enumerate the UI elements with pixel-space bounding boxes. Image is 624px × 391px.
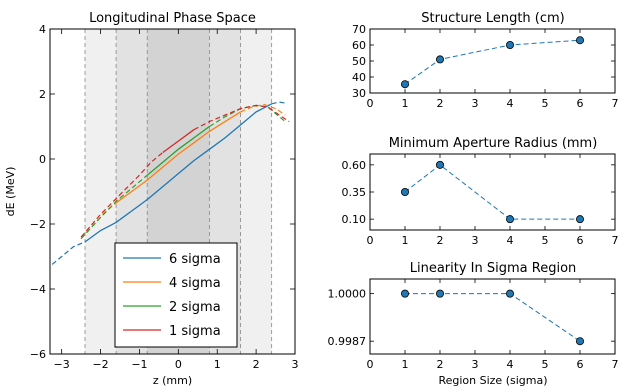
structure-length-ytick-label: 60 — [352, 39, 366, 52]
legend-label-2-sigma: 2 sigma — [169, 300, 221, 315]
aperture-radius-ytick-label: 0.10 — [342, 213, 367, 226]
structure-length-xtick-label: 6 — [577, 97, 584, 110]
legend-label-6-sigma: 6 sigma — [169, 252, 221, 267]
structure-length-xtick-label: 1 — [402, 97, 409, 110]
linearity-frame — [369, 278, 616, 355]
structure-length-ytick-label: 50 — [352, 55, 366, 68]
phase-space-ytick-label: −6 — [30, 348, 46, 361]
structure-length-point — [435, 55, 444, 64]
structure-length-point — [400, 80, 409, 89]
series-6-sigma-tail-right — [271, 101, 286, 105]
phase-space-frame — [49, 28, 296, 355]
structure-length-panel: Structure Length (cm) 0 1 2 3 4 5 6 7 30 40 50 60 70 — [352, 11, 619, 110]
linearity-xtick-label: 7 — [612, 358, 619, 371]
series-6-sigma-tail-left — [50, 241, 86, 268]
legend-label-4-sigma: 4 sigma — [169, 276, 221, 291]
series-1-sigma-tail-left — [80, 152, 164, 238]
phase-space-ylabel: dE (MeV) — [4, 167, 17, 217]
structure-length-point — [576, 36, 585, 45]
aperture-radius-xtick-label: 7 — [612, 234, 619, 247]
phase-space-xtick-label: −3 — [54, 358, 70, 371]
legend-item-6-sigma: 6 sigma — [123, 252, 221, 267]
series-1-sigma-tail-right — [193, 104, 290, 131]
aperture-radius-xtick-label: 0 — [367, 234, 374, 247]
linearity-point — [576, 337, 585, 346]
phase-space-xtick-label: −1 — [131, 358, 147, 371]
phase-space-xtick-label: 1 — [214, 358, 221, 371]
phase-space-ytick-label: −4 — [30, 283, 46, 296]
aperture-radius-ytick-label: 0.60 — [342, 159, 367, 172]
linearity-title: Linearity In Sigma Region — [410, 261, 577, 276]
linearity-xlabel: Region Size (sigma) — [438, 374, 547, 387]
phase-space-panel: −3 −2 −1 0 1 2 3 −6 −4 −2 0 2 4 Longitudinal Phase S… — [4, 11, 299, 387]
series-6-sigma-line — [84, 103, 272, 243]
aperture-radius-xtick-label: 2 — [437, 234, 444, 247]
linearity-xtick-label: 3 — [472, 358, 479, 371]
series-2-sigma-line — [146, 125, 210, 176]
aperture-radius-line — [404, 164, 580, 220]
linearity-line — [405, 293, 581, 342]
aperture-radius-title: Minimum Aperture Radius (mm) — [389, 136, 598, 151]
legend-item-1-sigma: 1 sigma — [123, 324, 221, 339]
aperture-radius-ytick-label: 0.35 — [342, 186, 367, 199]
linearity-point — [505, 289, 514, 298]
linearity-xtick-label: 1 — [402, 358, 409, 371]
linearity-xtick-label: 2 — [437, 358, 444, 371]
phase-space-ytick-label: 4 — [39, 23, 46, 36]
linearity-ytick-label: 0.9987 — [328, 335, 367, 348]
phase-space-xtick-label: 0 — [175, 358, 182, 371]
phase-space-ytick-label: 2 — [39, 88, 46, 101]
aperture-radius-xtick-label: 4 — [507, 234, 514, 247]
phase-space-ytick-label: 0 — [39, 153, 46, 166]
phase-space-xtick-label: 2 — [253, 358, 260, 371]
aperture-radius-xtick-label: 6 — [577, 234, 584, 247]
structure-length-xtick-label: 7 — [612, 97, 619, 110]
legend-item-2-sigma: 2 sigma — [123, 300, 221, 315]
linearity-point — [400, 289, 409, 298]
aperture-radius-point — [576, 215, 585, 224]
phase-space-title: Longitudinal Phase Space — [89, 11, 256, 26]
series-4-sigma-line — [115, 111, 241, 204]
aperture-radius-point — [400, 187, 409, 196]
phase-space-ytick-label: −2 — [30, 218, 46, 231]
phase-space-xlabel: z (mm) — [153, 374, 192, 387]
structure-length-ytick-label: 30 — [352, 87, 366, 100]
aperture-radius-point — [435, 160, 444, 169]
aperture-radius-panel: Minimum Aperture Radius (mm) 0 1 2 3 4 5 6 7 0.1… — [342, 136, 619, 247]
phase-space-xtick-label: −2 — [92, 358, 108, 371]
legend-label-1-sigma: 1 sigma — [169, 324, 221, 339]
series-2-sigma-tail-left — [80, 174, 148, 240]
structure-length-xtick-label: 4 — [507, 97, 514, 110]
linearity-xtick-label: 5 — [542, 358, 549, 371]
phase-space-xtick-label: 3 — [292, 358, 299, 371]
aperture-radius-xtick-label: 1 — [402, 234, 409, 247]
structure-length-ytick-label: 40 — [352, 71, 366, 84]
aperture-radius-xtick-label: 5 — [542, 234, 549, 247]
linearity-xtick-label: 6 — [577, 358, 584, 371]
aperture-radius-point — [505, 215, 514, 224]
structure-length-xtick-label: 5 — [542, 97, 549, 110]
structure-length-xtick-label: 0 — [367, 97, 374, 110]
structure-length-xtick-label: 2 — [437, 97, 444, 110]
linearity-ytick-label: 1.0000 — [328, 288, 367, 301]
legend-item-4-sigma: 4 sigma — [123, 276, 221, 291]
legend: 6 sigma 4 sigma 2 sigma 1 sigma — [114, 242, 238, 348]
structure-length-line — [404, 39, 581, 85]
series-4-sigma-tail-right — [240, 103, 286, 116]
series-1-sigma-line — [162, 129, 195, 154]
linearity-xtick-label: 0 — [367, 358, 374, 371]
linearity-xtick-label: 4 — [507, 358, 514, 371]
linearity-point — [435, 289, 444, 298]
structure-length-title: Structure Length (cm) — [421, 11, 565, 26]
structure-length-xtick-label: 3 — [472, 97, 479, 110]
structure-length-ytick-label: 70 — [352, 23, 366, 36]
linearity-panel: Linearity In Sigma Region Region Size (s… — [328, 261, 619, 387]
structure-length-point — [505, 41, 514, 50]
aperture-radius-xtick-label: 3 — [472, 234, 479, 247]
